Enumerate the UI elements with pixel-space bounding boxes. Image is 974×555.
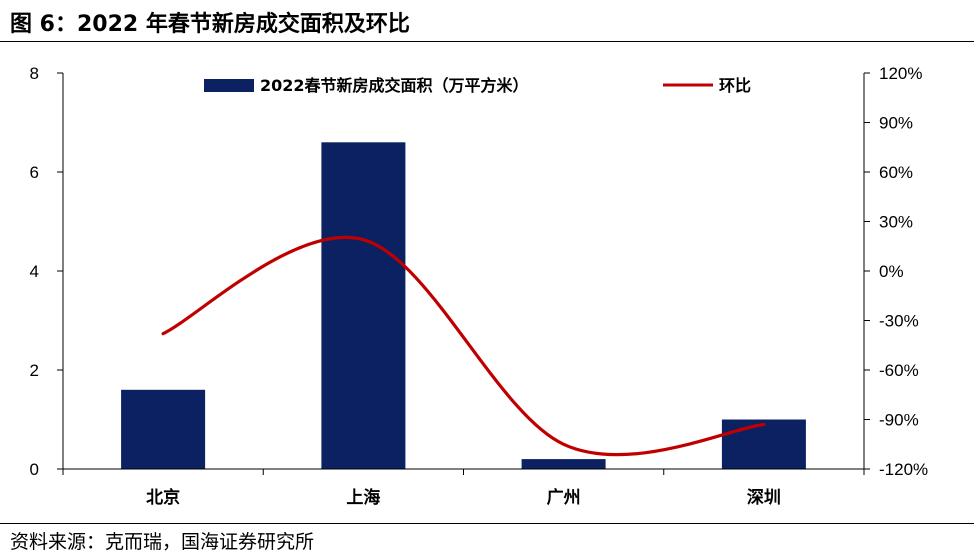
- line-layer: [161, 235, 766, 457]
- x-tick-label-3: 深圳: [747, 487, 781, 508]
- legend-bar-swatch: [204, 79, 254, 92]
- x-tick-label-1: 上海: [346, 487, 380, 508]
- source-note: 资料来源：克而瑞，国海证券研究所: [10, 531, 315, 553]
- x-tick-label-0: 北京: [146, 487, 180, 508]
- y-right-tick-label-8: 120%: [879, 64, 922, 83]
- y-right-tick-label-1: -90%: [879, 411, 919, 430]
- y-right-tick-label-2: -60%: [879, 361, 919, 380]
- ticks-layer: 0 2 4 6 8 -120% -90% -60% -30% 0% 30% 60% 90% 120% 北京 上…: [30, 64, 929, 508]
- bar-3: [721, 419, 806, 469]
- y-right-tick-label-6: 60%: [879, 163, 913, 182]
- title-rule: [0, 41, 974, 42]
- bar-1: [321, 142, 406, 470]
- legend-line-label: 环比: [719, 76, 751, 95]
- x-tick-label-2: 广州: [547, 487, 581, 508]
- legend: 2022春节新房成交面积（万平方米） 环比: [204, 76, 751, 95]
- legend-bar-label: 2022春节新房成交面积（万平方米）: [260, 76, 529, 95]
- y-right-tick-label-5: 30%: [879, 213, 913, 232]
- bar-2: [521, 459, 606, 469]
- y-left-tick-label-1: 2: [30, 361, 39, 380]
- y-right-tick-label-0: -120%: [879, 460, 928, 479]
- y-left-tick-label-2: 4: [30, 262, 39, 281]
- y-left-tick-label-4: 8: [30, 64, 39, 83]
- bar-0: [121, 389, 206, 469]
- bars-layer: [121, 142, 806, 470]
- series-line-huanbi: [161, 235, 766, 457]
- y-right-tick-label-3: -30%: [879, 312, 919, 331]
- source-rule: [0, 523, 974, 524]
- y-left-tick-label-3: 6: [30, 163, 39, 182]
- axes-layer: [57, 72, 870, 475]
- y-right-tick-label-4: 0%: [879, 262, 904, 281]
- y-right-tick-label-7: 90%: [879, 114, 913, 133]
- figure-title: 图 6：2022 年春节新房成交面积及环比: [10, 12, 410, 37]
- y-left-tick-label-0: 0: [30, 460, 39, 479]
